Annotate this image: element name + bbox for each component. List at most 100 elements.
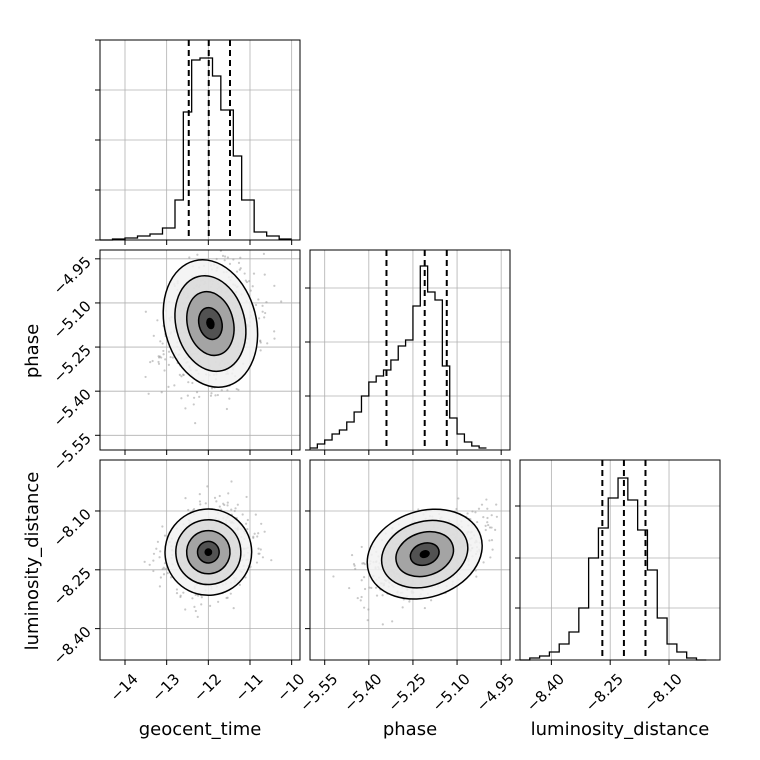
scatter-geocent-time-vs-phase-point	[262, 252, 266, 255]
hist-luminosity-distance-xtick-label-1: −8.25	[582, 670, 627, 715]
scatter-geocent-time-vs-luminosity-distance-point	[152, 559, 155, 562]
scatter-phase-vs-luminosity-distance-point	[489, 556, 492, 559]
scatter-geocent-time-vs-phase-point	[163, 369, 166, 372]
scatter-geocent-time-vs-phase-point	[167, 385, 170, 388]
scatter-phase-vs-luminosity-distance-point	[430, 599, 433, 602]
scatter-phase-vs-luminosity-distance-point	[491, 548, 494, 551]
scatter-geocent-time-vs-luminosity-distance-point	[245, 495, 248, 499]
scatter-geocent-time-vs-luminosity-distance-point	[159, 576, 162, 579]
scatter-geocent-time-vs-phase-point	[225, 407, 229, 411]
scatter-geocent-time-vs-luminosity-distance-point	[184, 608, 187, 611]
scatter-geocent-time-vs-luminosity-distance-point	[254, 513, 257, 516]
scatter-geocent-time-vs-phase-point	[194, 422, 197, 425]
scatter-geocent-time-vs-luminosity-distance-point	[213, 496, 217, 499]
scatter-phase-vs-luminosity-distance-point	[466, 512, 469, 515]
scatter-geocent-time-vs-luminosity-distance-point	[218, 494, 221, 498]
scatter-geocent-time-vs-luminosity-distance-point	[156, 540, 160, 543]
scatter-geocent-time-vs-luminosity-distance-xtick-label-2: −12	[190, 670, 225, 705]
scatter-phase-vs-luminosity-distance-xtick-label-3: −5.10	[429, 670, 474, 715]
scatter-phase-vs-luminosity-distance-point	[490, 514, 493, 517]
scatter-geocent-time-vs-luminosity-distance-point	[245, 522, 248, 525]
scatter-geocent-time-vs-phase-point	[235, 270, 239, 273]
scatter-geocent-time-vs-luminosity-distance-point	[253, 532, 256, 535]
scatter-geocent-time-vs-phase-point	[151, 359, 154, 363]
scatter-geocent-time-vs-luminosity-distance-contour-4	[204, 548, 213, 557]
x-axis-label-phase: phase	[383, 719, 437, 740]
scatter-phase-vs-luminosity-distance-point	[484, 528, 487, 532]
scatter-geocent-time-vs-luminosity-distance-point	[161, 525, 164, 528]
scatter-geocent-time-vs-luminosity-distance-point	[198, 493, 201, 496]
scatter-geocent-time-vs-luminosity-distance-point	[270, 559, 273, 562]
scatter-geocent-time-vs-phase-point	[259, 341, 262, 344]
scatter-phase-vs-luminosity-distance-point	[391, 620, 394, 623]
scatter-phase-vs-luminosity-distance-xtick-label-1: −5.40	[340, 670, 385, 715]
scatter-geocent-time-vs-luminosity-distance-point	[226, 504, 229, 507]
scatter-geocent-time-vs-phase-point	[214, 223, 216, 225]
scatter-geocent-time-vs-phase-point	[261, 310, 264, 313]
scatter-geocent-time-vs-luminosity-distance-point	[158, 556, 161, 559]
scatter-geocent-time-vs-phase-point	[164, 358, 167, 361]
scatter-phase-vs-luminosity-distance-point	[360, 545, 363, 549]
scatter-phase-vs-luminosity-distance-point	[363, 587, 367, 591]
scatter-geocent-time-vs-phase-ytick-label-1: −5.40	[50, 385, 95, 430]
scatter-geocent-time-vs-luminosity-distance-xtick-label-0: −14	[107, 670, 142, 705]
scatter-geocent-time-vs-phase-point	[259, 349, 262, 352]
scatter-geocent-time-vs-phase-point	[187, 381, 190, 384]
scatter-geocent-time-vs-phase-point	[220, 389, 223, 392]
scatter-geocent-time-vs-phase-point	[160, 391, 163, 394]
scatter-geocent-time-vs-luminosity-distance-point	[230, 508, 233, 511]
scatter-geocent-time-vs-phase-point	[243, 272, 246, 275]
scatter-geocent-time-vs-phase-point	[192, 403, 195, 406]
scatter-phase-vs-luminosity-distance-point	[482, 516, 485, 519]
scatter-geocent-time-vs-luminosity-distance-point	[143, 560, 146, 563]
scatter-geocent-time-vs-phase-point	[192, 396, 196, 399]
scatter-geocent-time-vs-phase-point	[249, 289, 252, 292]
scatter-geocent-time-vs-phase-ytick-label-3: −5.10	[50, 297, 95, 342]
scatter-geocent-time-vs-phase-point	[261, 304, 264, 307]
scatter-geocent-time-vs-luminosity-distance-point	[209, 604, 212, 607]
scatter-geocent-time-vs-phase-point	[214, 234, 216, 236]
scatter-phase-vs-luminosity-distance-point	[374, 586, 378, 589]
scatter-geocent-time-vs-luminosity-distance-point	[244, 576, 247, 579]
hist-luminosity-distance-xtick-label-2: −8.10	[641, 670, 686, 715]
scatter-phase-vs-luminosity-distance-points	[332, 497, 498, 626]
scatter-geocent-time-vs-luminosity-distance-point	[200, 596, 203, 599]
scatter-phase-vs-luminosity-distance-point	[375, 594, 379, 597]
scatter-phase-vs-luminosity-distance-point	[360, 579, 363, 582]
scatter-phase-vs-luminosity-distance-point	[417, 508, 420, 511]
scatter-geocent-time-vs-luminosity-distance-ytick-label-2: −8.10	[50, 505, 95, 550]
scatter-phase-vs-luminosity-distance-point	[366, 619, 369, 622]
scatter-geocent-time-vs-phase-point	[265, 301, 268, 304]
scatter-geocent-time-vs-luminosity-distance-point	[255, 561, 259, 564]
scatter-phase-vs-luminosity-distance-point	[490, 526, 493, 529]
scatter-geocent-time-vs-phase-point	[178, 373, 181, 377]
scatter-phase-vs-luminosity-distance-point	[486, 521, 489, 524]
scatter-phase-vs-luminosity-distance-point	[457, 497, 460, 500]
scatter-geocent-time-vs-phase-point	[254, 303, 258, 307]
scatter-geocent-time-vs-phase-point	[191, 381, 194, 385]
scatter-phase-vs-luminosity-distance-point	[494, 528, 497, 531]
scatter-phase-vs-luminosity-distance-point	[474, 511, 477, 514]
scatter-geocent-time-vs-luminosity-distance-point	[155, 547, 158, 550]
scatter-phase-vs-luminosity-distance-point	[359, 599, 362, 602]
scatter-geocent-time-vs-luminosity-distance-point	[227, 492, 230, 495]
scatter-geocent-time-vs-luminosity-distance-point	[257, 547, 260, 550]
scatter-phase-vs-luminosity-distance-point	[368, 586, 371, 589]
x-axis-label-luminosity-distance: luminosity_distance	[531, 719, 710, 740]
scatter-phase-vs-luminosity-distance-point	[488, 539, 491, 542]
scatter-geocent-time-vs-phase-point	[173, 384, 176, 387]
scatter-geocent-time-vs-phase-point	[239, 256, 242, 259]
scatter-phase-vs-luminosity-distance-point	[455, 507, 458, 511]
scatter-geocent-time-vs-phase-frame	[99, 249, 301, 451]
scatter-geocent-time-vs-phase-point	[168, 240, 170, 242]
scatter-geocent-time-vs-phase-point	[157, 360, 160, 364]
scatter-geocent-time-vs-luminosity-distance-point	[152, 552, 156, 555]
scatter-phase-vs-luminosity-distance-point	[471, 510, 474, 513]
scatter-geocent-time-vs-phase-point	[237, 388, 240, 391]
hist-luminosity-distance-step	[520, 477, 707, 661]
scatter-geocent-time-vs-phase-point	[157, 355, 160, 358]
scatter-geocent-time-vs-phase-point	[228, 397, 231, 400]
scatter-geocent-time-vs-phase-point	[237, 261, 241, 264]
scatter-geocent-time-vs-phase-point	[280, 300, 283, 303]
scatter-geocent-time-vs-luminosity-distance-point	[158, 585, 162, 588]
